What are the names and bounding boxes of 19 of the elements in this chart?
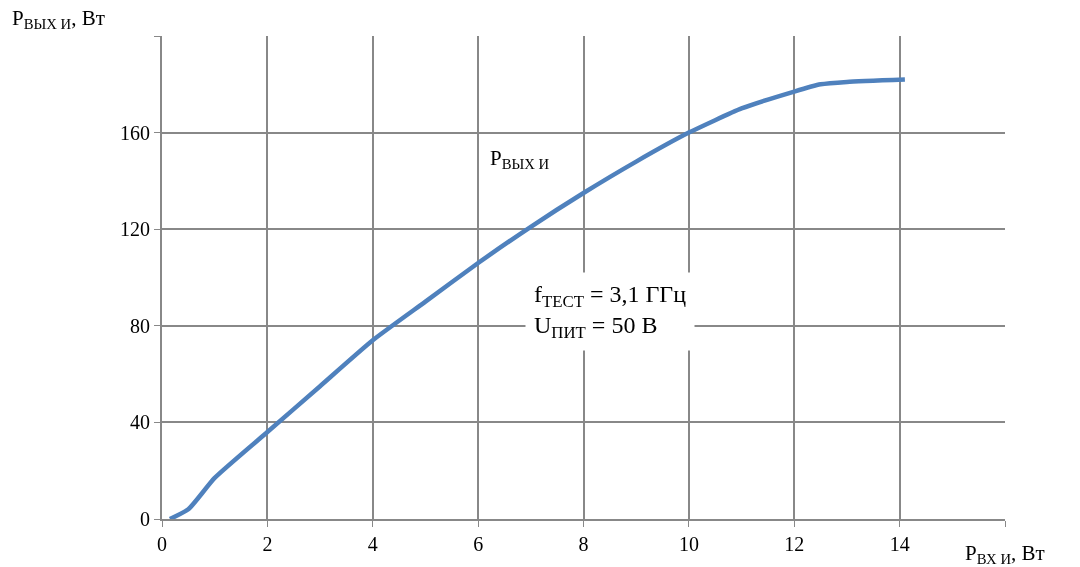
x-tick-label: 10 [678,533,699,555]
x-tick-label: 0 [157,533,167,555]
x-tick-label: 6 [473,533,484,555]
x-tick-label: 14 [889,533,910,555]
series-label: P$_{ВЫХ И}$ [490,146,550,173]
x-axis-title: P$_{ВХ И}$, Вт [965,541,1045,567]
x-tick-label: 8 [578,533,589,555]
x-tick-label: 2 [262,533,273,555]
annotation: U$_{ПИТ}$ = 50 В [534,312,658,343]
y-tick-label: 160 [120,121,150,144]
line-series [167,77,908,519]
y-tick-label: 80 [130,314,150,337]
y-tick-label: 40 [130,411,150,434]
y-tick-label: 120 [120,218,150,241]
x-tick-label: 4 [367,533,378,555]
x-tick-label: 12 [784,533,805,555]
y-tick-label: 0 [140,508,150,530]
y-axis-title: P$_{ВЫХ И}$, Вт [12,6,105,33]
annotation: f$_{ТЕСТ}$ = 3,1 ГГц [534,281,687,312]
